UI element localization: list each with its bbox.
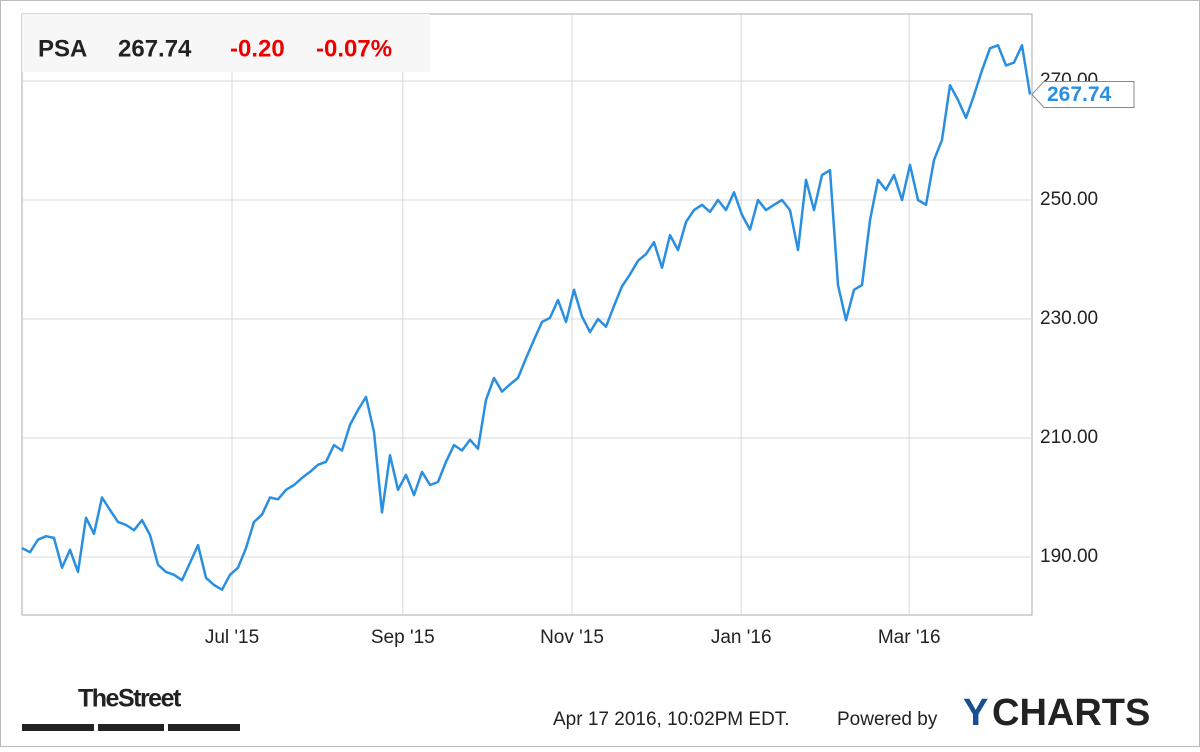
- header-box: [22, 14, 430, 72]
- plot-area: [21, 13, 1033, 616]
- x-tick-label: Jul '15: [205, 627, 259, 648]
- powered-by: Powered by: [837, 709, 938, 730]
- last-value-callout: [1031, 80, 1135, 108]
- y-tick-label: 230.00: [1040, 308, 1098, 329]
- y-tick-label: 190.00: [1040, 546, 1098, 567]
- change-pct: -0.07%: [316, 35, 392, 62]
- brand-rest: CHARTS: [992, 692, 1150, 734]
- source-logo: TheStreet: [78, 685, 182, 713]
- timestamp: Apr 17 2016, 10:02PM EDT.: [553, 709, 790, 730]
- logo-bar: [168, 724, 240, 731]
- symbol: PSA: [38, 35, 87, 62]
- change: -0.20: [230, 35, 285, 62]
- x-tick-label: Nov '15: [540, 627, 604, 648]
- y-tick-label: 210.00: [1040, 427, 1098, 448]
- price: 267.74: [118, 35, 192, 62]
- logo-bar: [22, 724, 94, 731]
- x-tick-label: Mar '16: [878, 627, 941, 648]
- last-value-label: 267.74: [1047, 83, 1112, 106]
- price-line: [21, 44, 1032, 591]
- x-tick-label: Sep '15: [371, 627, 435, 648]
- y-tick-label: 250.00: [1040, 189, 1098, 210]
- x-tick-label: Jan '16: [711, 627, 772, 648]
- brand-y: Y: [963, 692, 988, 734]
- logo-bar: [98, 724, 164, 731]
